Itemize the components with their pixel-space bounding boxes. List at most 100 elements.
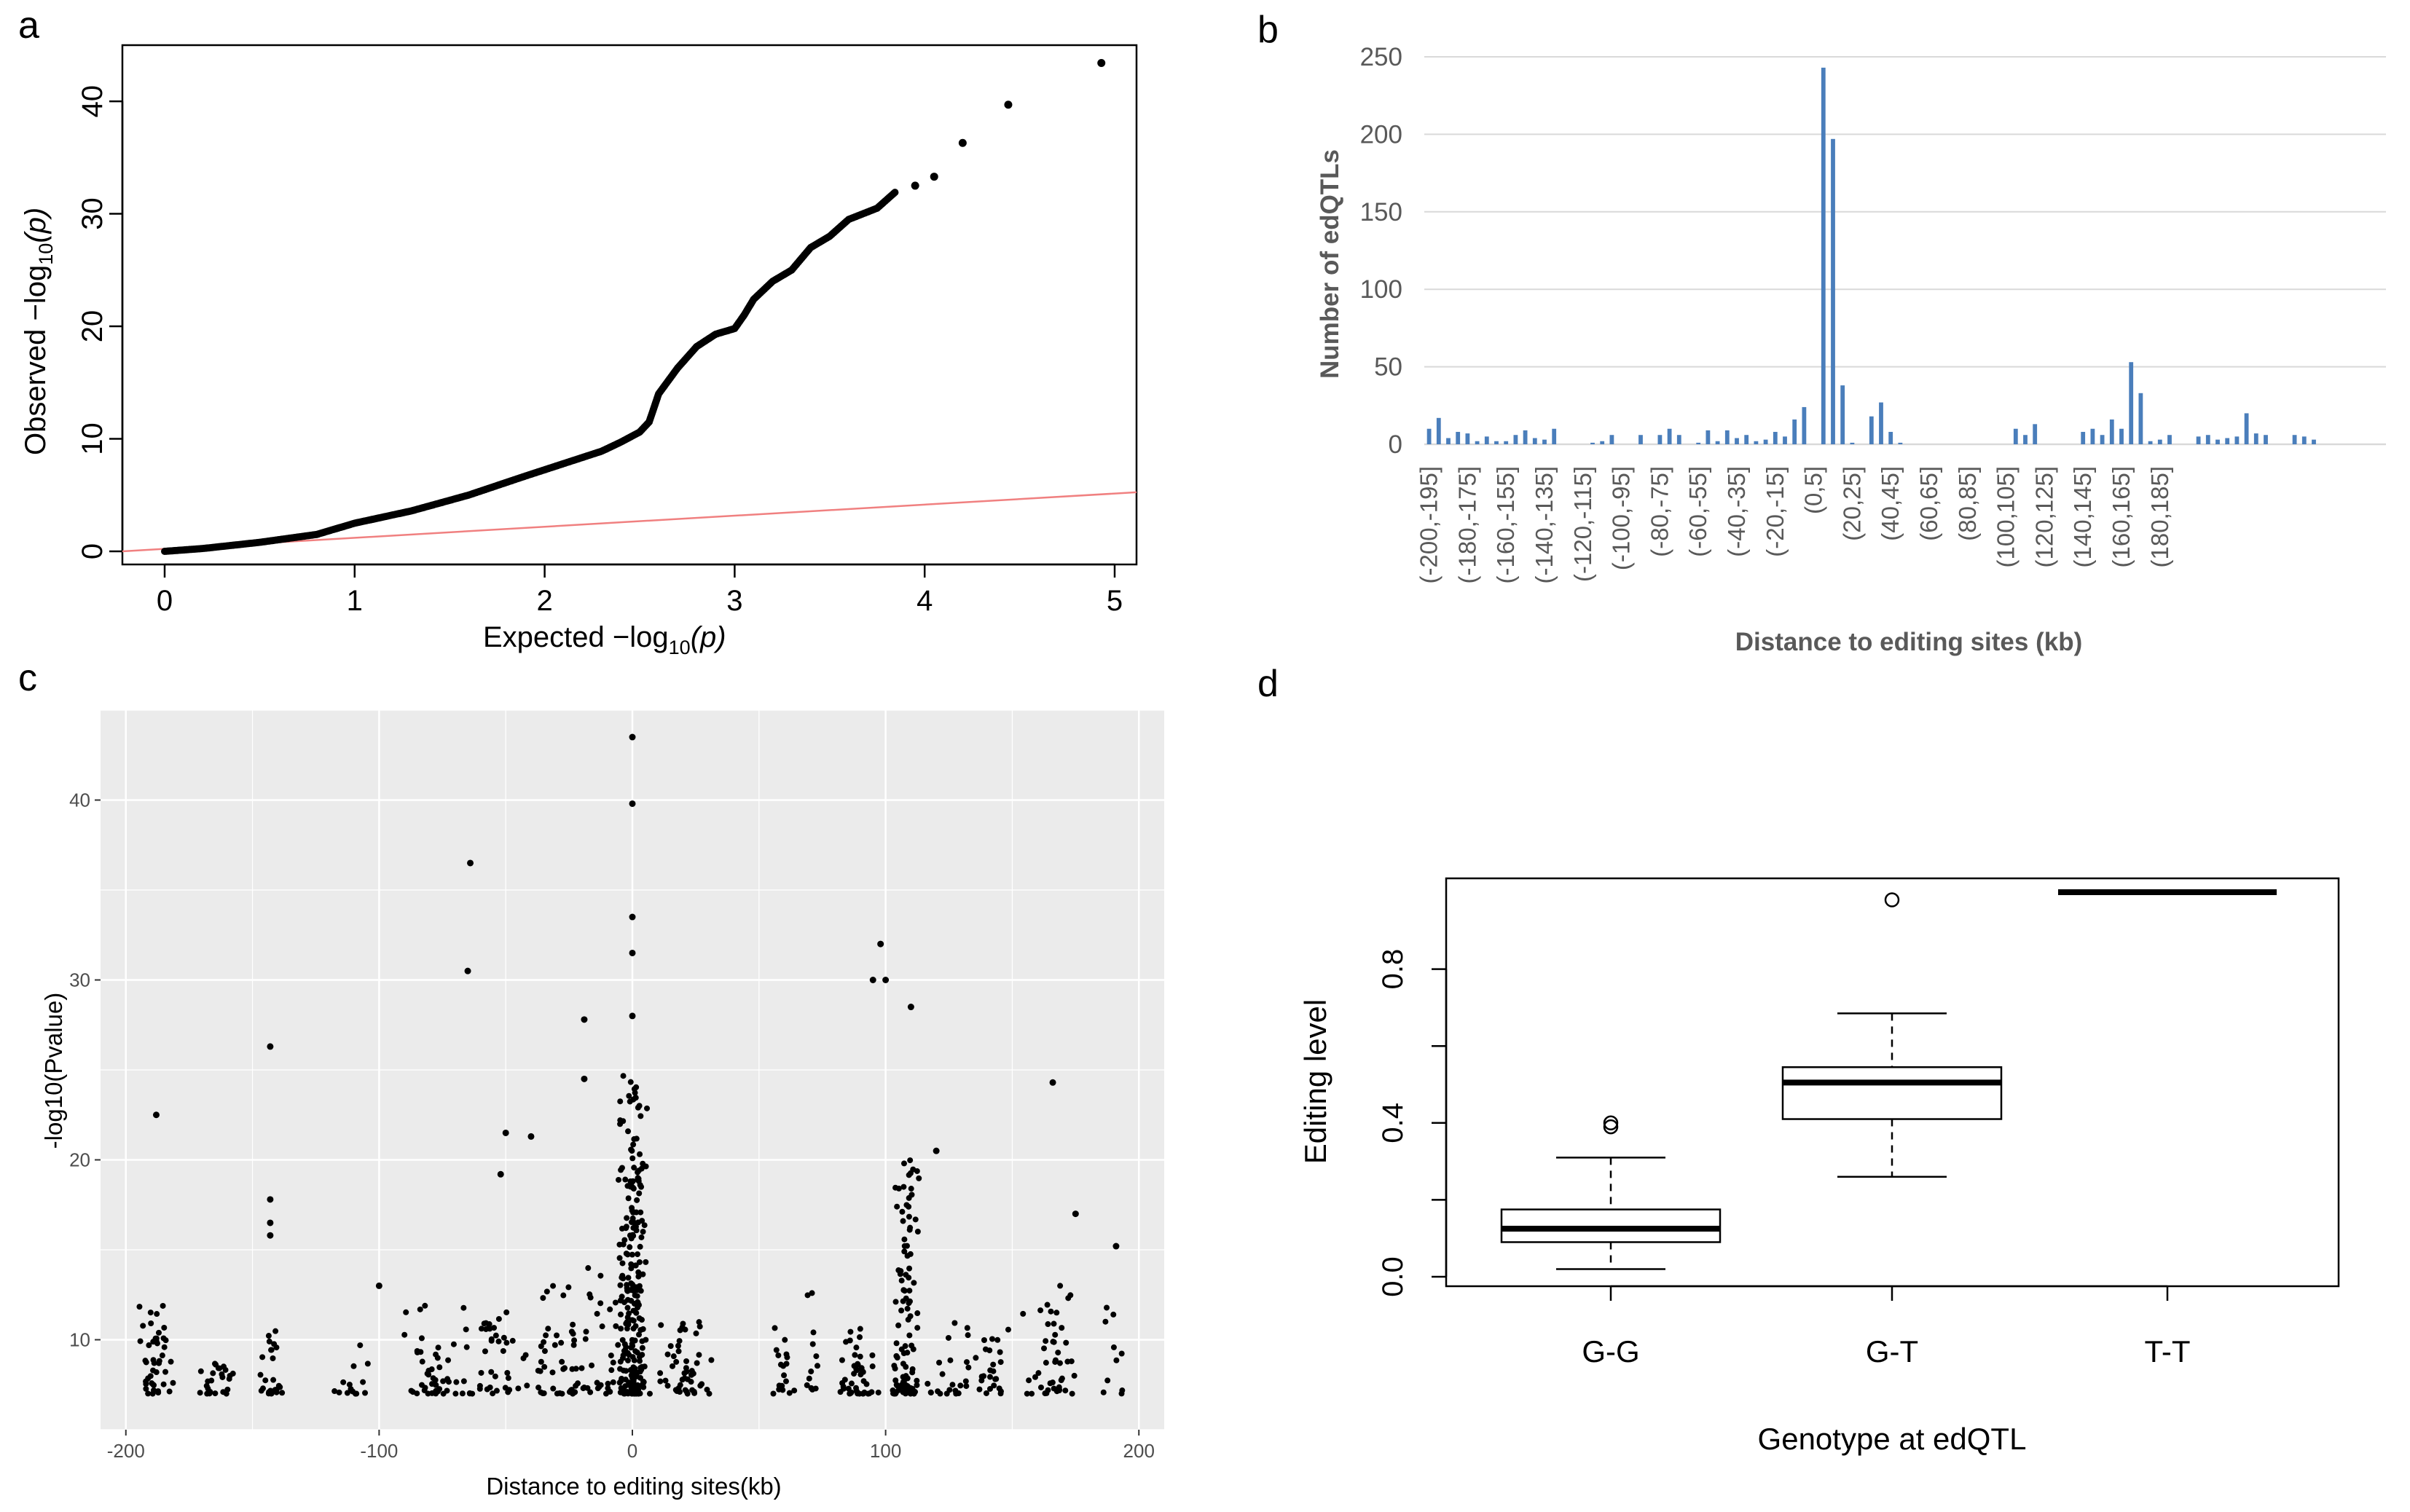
scatter-point bbox=[670, 1353, 677, 1360]
scatter-point bbox=[414, 1390, 420, 1397]
scatter-point bbox=[527, 1133, 535, 1140]
scatter-point bbox=[152, 1111, 160, 1119]
qq-x-tick-label: 5 bbox=[1107, 585, 1123, 617]
bar bbox=[2253, 433, 2258, 444]
scatter-point bbox=[937, 1390, 943, 1397]
scatter-point bbox=[772, 1325, 778, 1331]
scatter-point bbox=[629, 1232, 636, 1238]
scatter-point bbox=[502, 1385, 509, 1391]
bar-x-axis-label: Distance to editing sites (kb) bbox=[1735, 628, 2082, 656]
scatter-point bbox=[630, 1209, 637, 1216]
bar-chart: 0 50 100 150 200 250 (-200,-195] (-180,-175] (-1… bbox=[1316, 43, 2386, 656]
scatter-point bbox=[906, 1213, 912, 1220]
scatter-point bbox=[634, 1287, 640, 1294]
scatter-point bbox=[809, 1290, 815, 1296]
scatter-point bbox=[786, 1390, 793, 1396]
scatter-point bbox=[892, 1377, 899, 1384]
scatter-point bbox=[900, 1160, 907, 1167]
bar bbox=[2205, 435, 2210, 444]
scatter-point bbox=[452, 1390, 459, 1397]
scatter-point bbox=[635, 1382, 641, 1388]
bar bbox=[2090, 428, 2095, 444]
scatter-point bbox=[946, 1387, 953, 1393]
scatter-point bbox=[986, 1374, 993, 1380]
bar bbox=[1552, 428, 1557, 444]
scatter-point bbox=[912, 1216, 919, 1223]
scatter-point bbox=[464, 967, 471, 974]
bar-x-tick-label: (-200,-195] bbox=[1416, 466, 1443, 583]
qq-y-tick-label: 30 bbox=[76, 197, 109, 230]
scatter-point bbox=[257, 1371, 264, 1378]
scatter-point bbox=[993, 1376, 1000, 1382]
scatter-point bbox=[809, 1341, 816, 1347]
scatter-point bbox=[914, 1377, 920, 1384]
qq-x-tick-label: 4 bbox=[916, 585, 933, 617]
scatter-point bbox=[541, 1348, 548, 1355]
scatter-point bbox=[459, 1390, 466, 1397]
scatter-point bbox=[505, 1375, 511, 1382]
bar bbox=[1773, 431, 1778, 444]
scatter-point bbox=[150, 1357, 157, 1363]
scatter-point bbox=[640, 1160, 646, 1167]
scatter-point bbox=[515, 1385, 522, 1392]
scatter-point bbox=[673, 1358, 680, 1365]
scatter-point bbox=[460, 1304, 467, 1311]
scatter-point bbox=[857, 1334, 863, 1340]
qq-x-tick-label: 0 bbox=[157, 585, 173, 617]
scatter-point bbox=[965, 1332, 971, 1339]
bar bbox=[1802, 406, 1807, 444]
scatter-point bbox=[624, 1389, 631, 1395]
scatter-point bbox=[957, 1382, 964, 1389]
scatter-point bbox=[1065, 1295, 1072, 1302]
boxplot-y-tick-label: 0.0 bbox=[1377, 1256, 1409, 1297]
scatter-point bbox=[421, 1387, 428, 1394]
scatter-point bbox=[583, 1328, 589, 1335]
scatter-point bbox=[159, 1352, 165, 1359]
scatter-point bbox=[986, 1347, 993, 1354]
scatter-point bbox=[1045, 1321, 1051, 1328]
bar-x-tick-label: (80,85] bbox=[1954, 466, 1981, 541]
scatter-point bbox=[936, 1359, 943, 1366]
boxplot-y-axis-label: Editing level bbox=[1298, 999, 1332, 1164]
bar bbox=[1735, 438, 1739, 444]
scatter-point bbox=[582, 1336, 589, 1342]
scatter-point bbox=[852, 1352, 858, 1358]
scatter-point bbox=[632, 1368, 639, 1374]
scatter-point bbox=[1110, 1344, 1117, 1350]
scatter-point bbox=[637, 1364, 644, 1371]
scatter-point bbox=[1056, 1360, 1063, 1366]
scatter-point bbox=[933, 1147, 940, 1154]
scatter-point bbox=[900, 1184, 907, 1190]
scatter-point bbox=[914, 1310, 921, 1317]
scatter-point bbox=[906, 1332, 913, 1339]
scatter-x-tick-label: 200 bbox=[1123, 1440, 1155, 1462]
scatter-point bbox=[914, 1382, 920, 1388]
scatter-point bbox=[204, 1390, 211, 1397]
scatter-point bbox=[837, 1389, 844, 1395]
scatter-point bbox=[680, 1320, 686, 1327]
qq-point bbox=[891, 189, 899, 197]
scatter-point bbox=[1020, 1310, 1027, 1317]
scatter-point bbox=[947, 1357, 954, 1363]
scatter-point bbox=[629, 913, 636, 921]
panel-label-c: c bbox=[18, 657, 37, 699]
panel-label-d: d bbox=[1257, 663, 1279, 705]
scatter-point bbox=[408, 1387, 415, 1394]
scatter-point bbox=[1112, 1243, 1120, 1250]
bar bbox=[2023, 435, 2028, 444]
scatter-point bbox=[478, 1369, 484, 1376]
bar-x-tick-label: (-40,-35] bbox=[1723, 466, 1750, 557]
scatter-point bbox=[154, 1311, 160, 1318]
scatter-point bbox=[417, 1306, 423, 1312]
scatter-point bbox=[983, 1390, 989, 1396]
qq-point bbox=[1004, 101, 1013, 109]
scatter-point bbox=[704, 1386, 710, 1393]
scatter-point bbox=[607, 1306, 613, 1312]
scatter-point bbox=[422, 1302, 428, 1309]
scatter-point bbox=[145, 1375, 152, 1382]
scatter-point bbox=[664, 1351, 671, 1358]
scatter-point bbox=[497, 1170, 504, 1178]
scatter-point bbox=[429, 1390, 436, 1396]
scatter-point bbox=[584, 1385, 591, 1391]
scatter-point bbox=[667, 1343, 674, 1350]
